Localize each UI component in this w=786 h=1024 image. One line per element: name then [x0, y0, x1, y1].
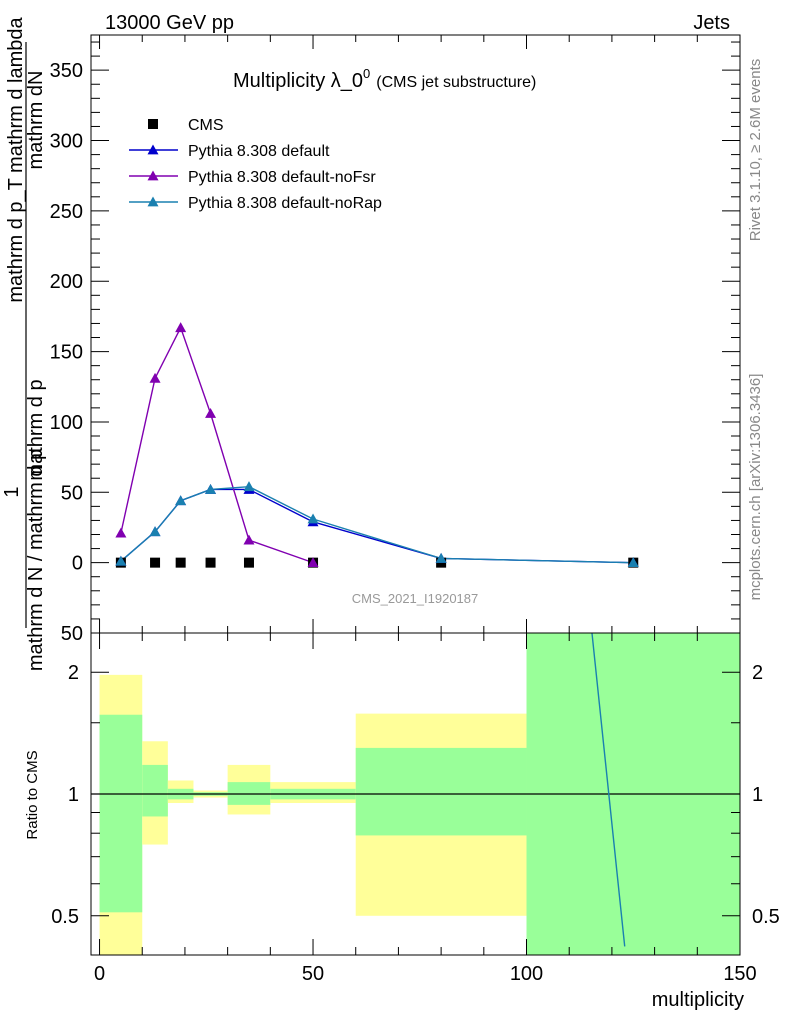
y-tick-label: 200: [50, 271, 83, 293]
legend-marker: [147, 170, 159, 181]
series-point: [205, 407, 217, 418]
y-tick-label: 300: [50, 131, 83, 153]
plot-subtitle: (CMS jet substructure): [376, 74, 536, 91]
data-point: [175, 557, 186, 568]
x-tick-label: 50: [302, 963, 324, 985]
legend-marker: [148, 119, 158, 129]
header-jets-label: Jets: [693, 12, 730, 34]
x-tick-label: 150: [723, 963, 756, 985]
series-point: [149, 372, 161, 383]
series-markers: [115, 322, 639, 568]
green-band: [142, 764, 168, 817]
plot-title: Multiplicity λ_00 (CMS jet substructure): [233, 66, 536, 92]
x-tick-label: 0: [94, 963, 105, 985]
ylabel-one: 1: [1, 486, 23, 497]
plot-title-superscript: 0: [363, 66, 370, 81]
analysis-watermark: CMS_2021_I1920187: [352, 591, 479, 606]
ylabel-numerator-1: mathrm dN: [25, 71, 47, 170]
series-lines: [120, 325, 634, 564]
series-point: [115, 527, 127, 538]
green-band: [355, 747, 527, 836]
legend-marker: [147, 196, 159, 207]
series-point: [205, 483, 217, 494]
ylabel-numerator-3: mathrm d p: [25, 379, 47, 480]
legend: CMS Pythia 8.308 default Pythia 8.308 defa…: [129, 117, 382, 212]
header-energy-label: 13000 GeV pp: [105, 12, 234, 34]
x-tick-label: 100: [510, 963, 543, 985]
series-line: [120, 485, 634, 564]
ratio-plot-panel: 0.5 0.5 1 1 2 2 0 50 100 150 Ratio to CMS multipl…: [24, 632, 780, 1011]
y-tick-label-bottom: 50: [61, 623, 83, 645]
series-point: [243, 534, 255, 545]
main-y-axis-label: mathrm dN mathrm d p_T mathrm d lambda m…: [1, 16, 47, 671]
ratio-y-tick-label: 2: [68, 662, 79, 684]
data-point: [243, 557, 254, 568]
series-point: [435, 552, 447, 563]
main-plot-panel: 0 50 100 150 200 250 300 350 50 Multiplicity λ_0…: [50, 34, 741, 645]
x-axis-label: multiplicity: [652, 989, 744, 1011]
series-point: [243, 481, 255, 492]
main-y-axis: 0 50 100 150 200 250 300 350 50: [50, 35, 741, 645]
data-point: [205, 557, 216, 568]
green-band: [526, 633, 740, 955]
legend-label: CMS: [188, 117, 224, 134]
ratio-lines: [591, 633, 626, 947]
legend-label: Pythia 8.308 default-noRap: [188, 195, 382, 212]
ratio-axes: 0.5 0.5 1 1 2 2 0 50 100 150: [51, 633, 780, 985]
ratio-series-line: [591, 633, 626, 947]
mcplots-label: mcplots.cern.ch [arXiv:1306.3436]: [747, 374, 764, 601]
y-tick-label: 100: [50, 412, 83, 434]
y-tick-label: 250: [50, 201, 83, 223]
series-point: [307, 513, 319, 524]
y-tick-label: 150: [50, 342, 83, 364]
legend-label: Pythia 8.308 default-noFsr: [188, 169, 376, 186]
series-point: [307, 557, 319, 568]
series-point: [115, 555, 127, 566]
legend-label: Pythia 8.308 default: [188, 143, 330, 160]
series-point: [175, 322, 187, 333]
y-tick-label: 50: [61, 482, 83, 504]
ylabel-numerator-2: mathrm d p_T mathrm d lambda: [5, 16, 27, 302]
series-point: [149, 526, 161, 537]
data-point: [150, 557, 161, 568]
ratio-y-tick-label: 1: [68, 784, 79, 806]
green-band: [99, 714, 143, 913]
plot-title-text: Multiplicity λ_0: [233, 70, 363, 92]
ratio-y-tick-label: 0.5: [51, 906, 79, 928]
y-tick-label: 0: [72, 553, 83, 575]
series-line: [120, 325, 314, 564]
ratio-y-axis-label: Ratio to CMS: [24, 750, 41, 839]
legend-marker: [147, 144, 159, 155]
series-line: [120, 488, 634, 564]
ratio-y-tick-label-right: 2: [752, 662, 763, 684]
ylabel-denominator: mathrm d N / mathrm d p: [25, 449, 47, 671]
y-tick-label: 350: [50, 60, 83, 82]
series-point: [175, 495, 187, 506]
ratio-y-tick-label-right: 0.5: [752, 906, 780, 928]
series-point: [627, 557, 639, 568]
ratio-y-tick-label-right: 1: [752, 784, 763, 806]
rivet-label: Rivet 3.1.10, ≥ 2.6M events: [747, 59, 764, 242]
uncertainty-bands: [91, 633, 740, 955]
